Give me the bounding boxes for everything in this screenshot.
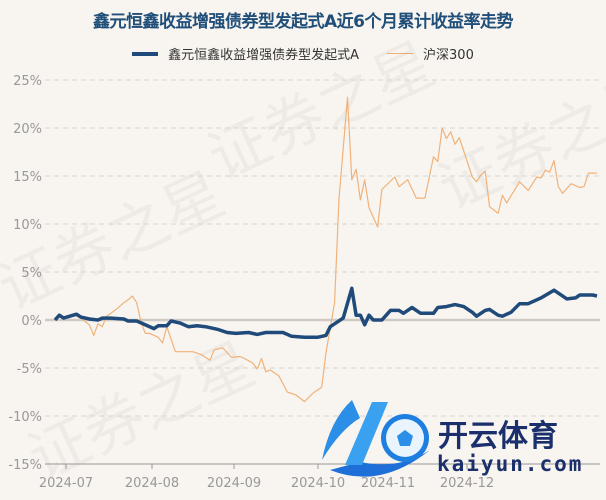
fund-series-line <box>53 286 598 340</box>
y-tick-label: 0% <box>21 314 42 329</box>
y-tick-label: -5% <box>17 362 42 377</box>
svg-text:kaiyun.com: kaiyun.com <box>437 452 583 476</box>
kaiyun-logo: 开云体育 kaiyun.com <box>322 400 583 477</box>
x-tick-label: 2024-10 <box>291 476 345 491</box>
legend-label-fund: 鑫元恒鑫收益增强债券型发起式A <box>168 48 360 63</box>
y-axis-ticks: 25% 20% 15% 10% 5% 0% -5% -10% -15% <box>8 74 42 473</box>
y-tick-label: -10% <box>8 410 42 425</box>
watermark-text: 证券之星 <box>198 29 445 194</box>
y-tick-label: 20% <box>13 122 42 137</box>
legend-swatch-fund <box>132 51 159 56</box>
legend-item-fund[interactable]: 鑫元恒鑫收益增强债券型发起式A <box>132 44 359 63</box>
y-tick-label: -15% <box>8 458 42 473</box>
legend: 鑫元恒鑫收益增强债券型发起式A 沪深300 <box>0 44 606 63</box>
y-tick-label: 15% <box>13 170 42 185</box>
x-tick-label: 2024-07 <box>39 476 93 491</box>
hs300-series-line <box>54 96 597 403</box>
x-tick-label: 2024-08 <box>125 476 179 491</box>
legend-swatch-hs300 <box>387 53 414 54</box>
svg-text:开云体育: 开云体育 <box>438 419 558 454</box>
y-tick-label: 5% <box>21 266 42 281</box>
x-tick-label: 2024-12 <box>440 476 494 491</box>
legend-label-hs300: 沪深300 <box>423 48 474 63</box>
x-tick-label: 2024-11 <box>361 476 415 491</box>
chart-title: 鑫元恒鑫收益增强债券型发起式A近6个月累计收益率走势 <box>93 12 513 32</box>
y-tick-label: 10% <box>13 218 42 233</box>
x-tick-label: 2024-09 <box>207 476 261 491</box>
legend-item-hs300[interactable]: 沪深300 <box>387 44 474 63</box>
x-axis-ticks: 2024-07 2024-08 2024-09 2024-10 2024-11 2024-… <box>39 464 494 491</box>
series-lines <box>53 96 598 403</box>
y-tick-label: 25% <box>13 74 42 89</box>
